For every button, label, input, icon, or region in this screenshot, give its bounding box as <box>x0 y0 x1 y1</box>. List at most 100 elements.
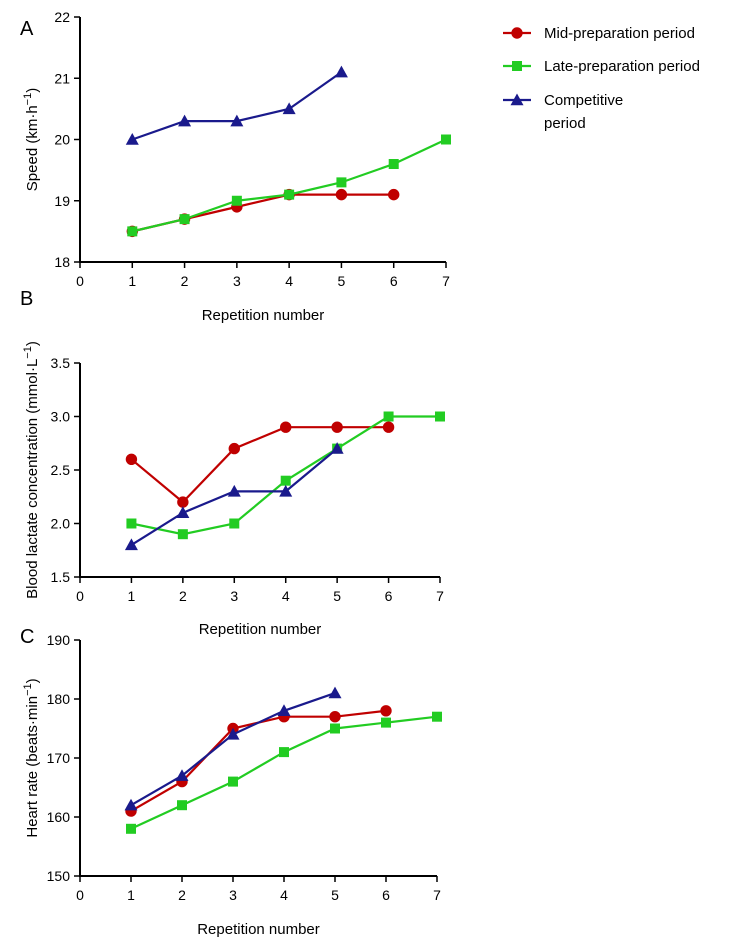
data-point-comp <box>227 484 241 497</box>
x-tick-label: 2 <box>178 887 186 903</box>
series-line-mid <box>130 709 387 813</box>
y-axis-title: Blood lactate concentration (mmol·L−1) <box>22 341 41 599</box>
data-point-late <box>177 800 187 811</box>
x-tick-label: 1 <box>128 273 136 289</box>
series-line-comp <box>131 71 343 141</box>
x-tick-label: 6 <box>385 588 393 604</box>
y-tick-label: 180 <box>47 691 71 707</box>
legend-marker <box>511 27 523 39</box>
panel-letter: B <box>20 288 33 310</box>
data-point-comp <box>124 798 138 811</box>
data-point-comp <box>328 686 342 699</box>
data-point-late <box>177 529 188 540</box>
x-tick-label: 5 <box>333 588 341 604</box>
data-point-late <box>279 747 289 758</box>
x-axis-title: Repetition number <box>197 921 320 938</box>
series-comp <box>124 686 342 811</box>
data-point-mid <box>125 453 138 465</box>
x-tick-label: 0 <box>76 887 84 903</box>
series-line-late <box>130 715 438 830</box>
x-tick-label: 7 <box>442 273 450 289</box>
data-point-late <box>432 711 442 722</box>
x-tick-label: 0 <box>76 588 84 604</box>
data-point-comp <box>178 114 192 127</box>
legend-marker <box>510 93 524 106</box>
y-tick-label: 22 <box>54 9 70 25</box>
legend-item-late: Late-preparation period <box>503 58 700 75</box>
panel-letter: A <box>20 18 34 40</box>
y-tick-label: 2.0 <box>51 516 71 532</box>
series-mid <box>126 188 400 238</box>
panel-a: A 18 19 20 21 22 0 1 2 3 4 5 6 7 Repetition number Spee… <box>20 9 451 324</box>
data-point-late <box>231 195 242 206</box>
panel-b: B 1.5 2.0 2.5 3.0 3.5 0 1 2 3 4 5 6 7 Repetition numbe… <box>20 288 445 638</box>
data-point-comp <box>334 65 348 78</box>
x-tick-label: 5 <box>338 273 346 289</box>
y-tick-label: 3.5 <box>51 355 71 371</box>
data-point-mid <box>177 496 189 508</box>
x-tick-label: 2 <box>179 588 187 604</box>
y-tick-label: 170 <box>47 750 71 766</box>
series-line-comp <box>130 692 336 807</box>
legend-item-mid: Mid-preparation period <box>503 25 695 42</box>
x-tick-label: 6 <box>382 887 390 903</box>
data-point-late <box>381 717 391 728</box>
data-point-late <box>229 518 240 529</box>
x-tick-label: 1 <box>127 887 135 903</box>
y-tick-label: 19 <box>54 193 70 209</box>
y-axis-title: Speed (km·h−1) <box>22 88 41 191</box>
series-mid <box>125 421 395 508</box>
series-late <box>127 134 451 237</box>
x-tick-label: 7 <box>433 887 441 903</box>
y-axis-title: Heart rate (beats·min−1) <box>22 678 41 837</box>
data-point-mid <box>280 421 292 433</box>
legend-label: Late-preparation period <box>544 58 700 75</box>
data-point-late <box>126 823 136 834</box>
legend-label: period <box>544 115 586 132</box>
y-tick-label: 2.5 <box>51 462 71 478</box>
x-tick-label: 5 <box>331 887 339 903</box>
x-tick-label: 6 <box>390 273 398 289</box>
data-point-mid <box>388 188 400 201</box>
legend-label: Competitive <box>544 92 623 109</box>
x-tick-label: 4 <box>280 887 288 903</box>
data-point-late <box>127 226 138 237</box>
data-point-mid <box>228 442 240 455</box>
x-tick-label: 1 <box>128 588 136 604</box>
y-tick-label: 190 <box>47 632 71 648</box>
y-tick-label: 20 <box>54 132 70 148</box>
panel-c: C 150 160 170 180 190 0 1 2 3 4 5 6 7 Repetition numbe… <box>20 626 442 938</box>
x-axis-title: Repetition number <box>199 621 322 638</box>
legend: Mid-preparation period Late-preparation p… <box>503 25 700 132</box>
data-point-mid <box>335 188 348 201</box>
series-late <box>126 711 442 834</box>
x-tick-label: 4 <box>282 588 290 604</box>
data-point-late <box>441 134 451 145</box>
x-tick-label: 3 <box>233 273 241 289</box>
x-tick-label: 4 <box>285 273 293 289</box>
x-tick-label: 7 <box>436 588 444 604</box>
y-tick-label: 18 <box>54 254 70 270</box>
legend-item-comp: Competitive period <box>503 92 623 132</box>
data-point-late <box>336 177 347 188</box>
data-point-late <box>383 411 394 422</box>
y-tick-label: 160 <box>47 809 71 825</box>
x-tick-label: 2 <box>181 273 189 289</box>
legend-label: Mid-preparation period <box>544 25 695 42</box>
data-point-comp <box>125 133 139 145</box>
data-point-comp <box>279 484 293 497</box>
data-point-mid <box>380 705 392 717</box>
data-point-comp <box>330 442 344 454</box>
data-point-comp <box>176 506 190 518</box>
x-tick-label: 3 <box>229 887 237 903</box>
series-comp <box>124 442 344 551</box>
y-tick-label: 1.5 <box>51 569 71 585</box>
series-line-mid <box>130 426 389 504</box>
x-axis-title: Repetition number <box>202 307 325 324</box>
data-point-late <box>179 214 190 225</box>
series-line-mid <box>132 193 394 233</box>
data-point-comp <box>226 727 240 740</box>
data-point-comp <box>124 538 138 551</box>
data-point-mid <box>331 421 343 433</box>
